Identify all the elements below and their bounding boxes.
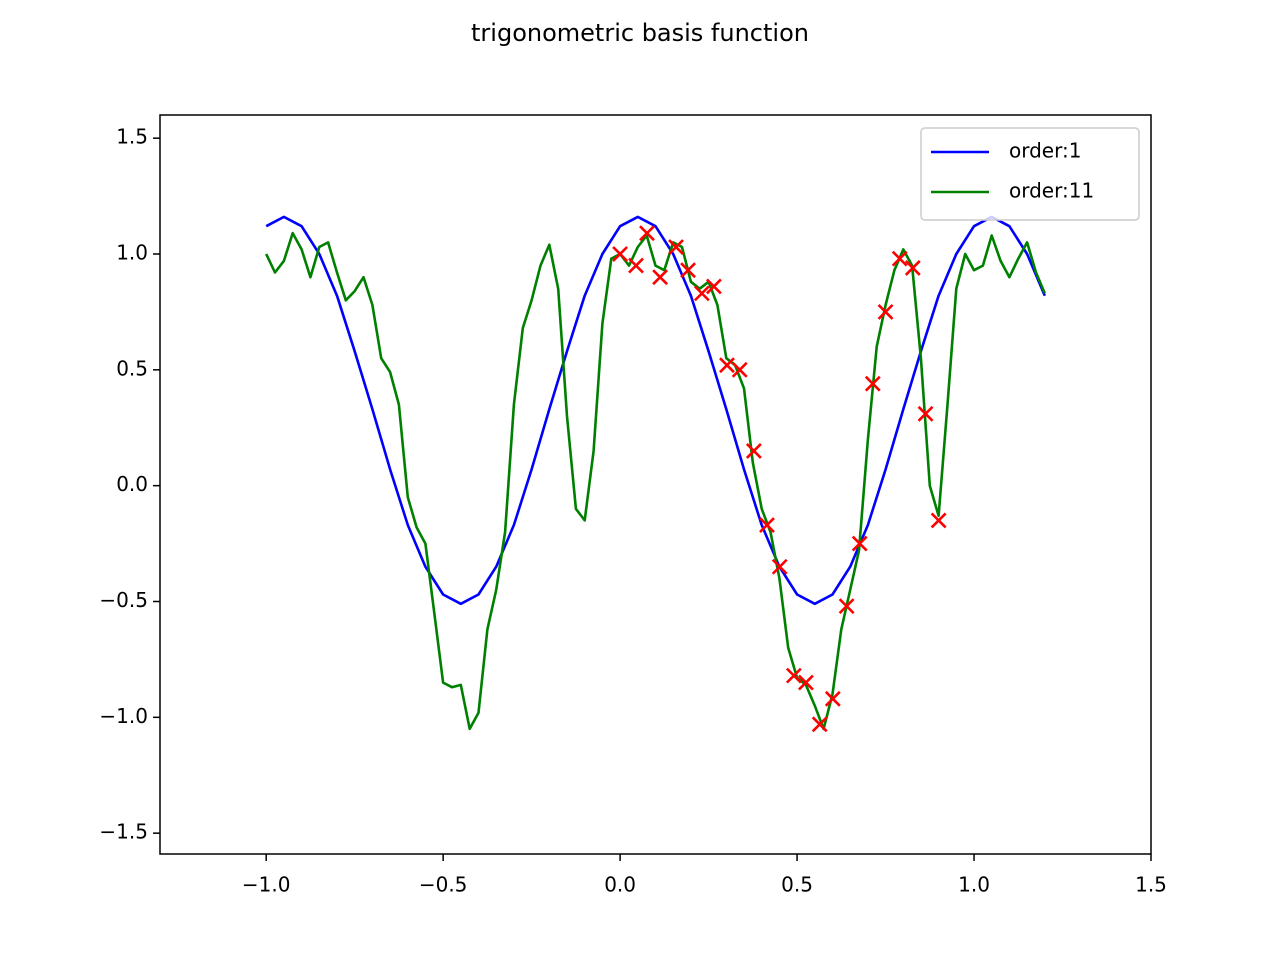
scatter-point — [731, 361, 748, 378]
scatter-point — [705, 278, 722, 295]
scatter-point — [838, 598, 855, 615]
scatter-point — [771, 558, 788, 575]
y-tick-label: 1.5 — [116, 125, 148, 149]
y-tick-label: 1.0 — [116, 240, 148, 264]
scatter-point — [680, 262, 696, 279]
scatter-point — [824, 690, 841, 707]
scatter-point — [864, 375, 881, 392]
y-tick-label: −0.5 — [99, 588, 148, 612]
scatter-point — [930, 512, 947, 529]
scatter-point — [668, 239, 684, 255]
legend: order:1 order:11 — [920, 127, 1140, 221]
scatter-point — [628, 257, 644, 274]
scatter-point — [785, 667, 802, 684]
line-series — [265, 231, 1046, 731]
scatter-point — [719, 357, 735, 374]
scatter-point — [891, 250, 908, 267]
y-tick-label: −1.0 — [99, 704, 148, 728]
scatter-point — [904, 259, 921, 276]
scatter-point — [917, 405, 934, 422]
line-series — [265, 215, 1046, 606]
x-tick-label: −0.5 — [419, 873, 468, 897]
scatter-point — [612, 246, 629, 262]
x-tick-label: 1.5 — [1135, 873, 1167, 897]
y-tick-label: 0.0 — [116, 472, 148, 496]
scatter-point — [745, 442, 762, 459]
chart-title: trigonometric basis function — [471, 19, 809, 47]
scatter-point — [639, 225, 655, 242]
legend-label: order:1 — [1009, 139, 1081, 163]
scatter-point — [652, 269, 669, 286]
y-tick-label: 0.5 — [116, 356, 148, 380]
x-tick-label: 0.5 — [781, 873, 813, 897]
y-tick-label: −1.5 — [99, 820, 148, 844]
scatter-point — [759, 517, 775, 533]
scatter-point — [798, 674, 814, 691]
plot-frame — [159, 114, 1152, 855]
x-tick-label: 1.0 — [958, 873, 990, 897]
x-tick-label: −1.0 — [242, 873, 291, 897]
scatter-point — [851, 535, 868, 552]
x-tick-label: 0.0 — [604, 873, 636, 897]
scatter-point — [693, 285, 710, 302]
scatter-point — [877, 303, 894, 320]
legend-label: order:11 — [1009, 179, 1094, 203]
scatter-point — [811, 716, 828, 733]
